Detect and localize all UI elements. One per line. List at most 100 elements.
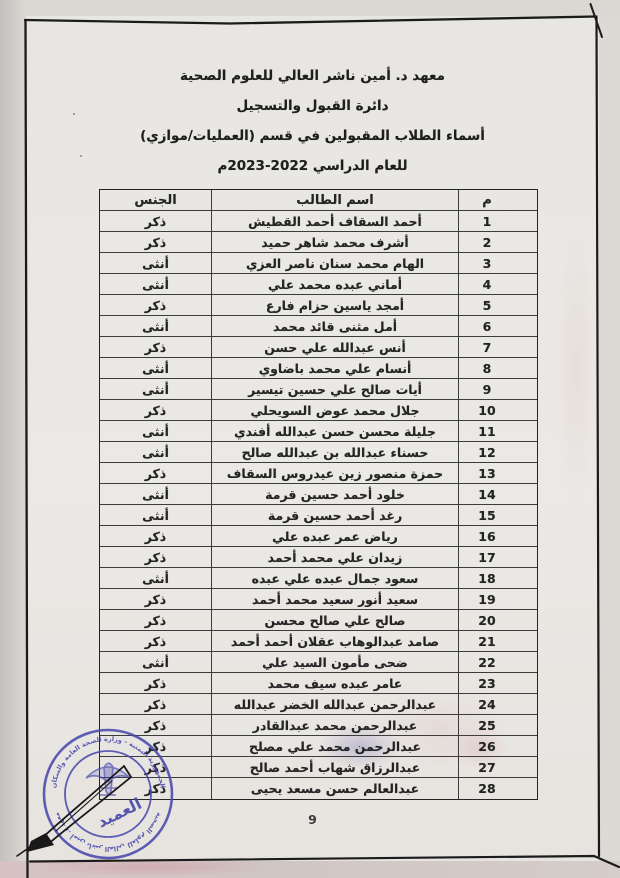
table-row: 5 أمجد ياسين حزام فارع ذكر bbox=[100, 295, 537, 316]
table-row: 13 حمزة منصور زين عيدروس السقاف ذكر bbox=[100, 463, 537, 484]
table-row: 27 عبدالرزاق شهاب أحمد صالح ذكر bbox=[100, 757, 537, 778]
student-name-cell: عبدالعالم حسن مسعد يحيى bbox=[211, 778, 458, 799]
student-name-cell: عامر عبده سيف محمد bbox=[211, 673, 458, 693]
table-row: 4 أماني عبده محمد علي أنثى bbox=[100, 274, 537, 295]
student-name-cell: رغد أحمد حسين قرمة bbox=[211, 505, 458, 525]
table-row: 25 عبدالرحمن محمد عبدالقادر ذكر bbox=[100, 715, 537, 736]
table-row: 6 أمل مثنى قائد محمد أنثى bbox=[100, 316, 537, 337]
academic-year: للعام الدراسي 2022‏-‏2023م bbox=[217, 158, 408, 174]
serial-cell: 14 bbox=[458, 484, 537, 504]
table-row: 14 خلود أحمد حسين قرمة أنثى bbox=[100, 484, 537, 505]
student-name-cell: جليلة محسن حسن عبدالله أفندي bbox=[211, 421, 458, 441]
department-title: دائرة القبول والتسجيل bbox=[236, 98, 389, 114]
scan-bed-top bbox=[26, 0, 620, 16]
table-row: 17 زيدان علي محمد أحمد ذكر bbox=[100, 547, 537, 568]
serial-cell: 8 bbox=[458, 358, 537, 378]
serial-cell: 6 bbox=[458, 316, 537, 336]
student-name-cell: أحمد السقاف أحمد القطيش bbox=[211, 211, 458, 231]
gender-cell: ذكر bbox=[144, 675, 167, 691]
serial-cell: 11 bbox=[458, 421, 537, 441]
student-name-cell: عبدالرحمن عبدالله الخضر عبدالله bbox=[211, 694, 458, 714]
serial-cell: 2 bbox=[458, 232, 537, 252]
gender-cell: ذكر bbox=[144, 549, 167, 565]
serial-cell: 22 bbox=[458, 652, 537, 672]
gender-cell: أنثى bbox=[142, 381, 169, 397]
student-name-cell: أمل مثنى قائد محمد bbox=[211, 316, 458, 336]
serial-cell: 19 bbox=[458, 589, 537, 609]
serial-cell: 5 bbox=[458, 295, 537, 315]
student-name-cell: صامد عبدالوهاب عقلان أحمد أحمد bbox=[211, 631, 458, 651]
eagle-emblem-icon bbox=[85, 762, 131, 796]
gender-cell: ذكر bbox=[144, 591, 167, 607]
student-name-cell: حسناء عبدالله بن عبدالله صالح bbox=[211, 442, 458, 462]
student-name-cell: رياض عمر عبده علي bbox=[211, 526, 458, 546]
table-header-row: م اسم الطالب الجنس bbox=[100, 190, 537, 211]
serial-cell: 28 bbox=[458, 778, 537, 799]
gender-cell: ذكر bbox=[144, 717, 167, 733]
dust-speck bbox=[73, 113, 75, 115]
student-name-cell: زيدان علي محمد أحمد bbox=[211, 547, 458, 567]
table-row: 16 رياض عمر عبده علي ذكر bbox=[100, 526, 537, 547]
gender-cell: ذكر bbox=[144, 633, 167, 649]
gender-cell: أنثى bbox=[142, 654, 169, 670]
gender-cell: أنثى bbox=[142, 360, 169, 376]
gender-cell: أنثى bbox=[142, 276, 169, 292]
gender-cell: ذكر bbox=[144, 696, 167, 712]
table-row: 19 سعيد أنور سعيد محمد أحمد ذكر bbox=[100, 589, 537, 610]
gender-cell: ذكر bbox=[144, 339, 167, 355]
table-row: 26 عبدالرحمن محمد علي مصلح ذكر bbox=[100, 736, 537, 757]
student-name-cell: أمجد ياسين حزام فارع bbox=[211, 295, 458, 315]
serial-cell: 18 bbox=[458, 568, 537, 588]
serial-cell: 9 bbox=[458, 379, 537, 399]
serial-cell: 13 bbox=[458, 463, 537, 483]
serial-cell: 24 bbox=[458, 694, 537, 714]
table-row: 21 صامد عبدالوهاب عقلان أحمد أحمد ذكر bbox=[100, 631, 537, 652]
serial-cell: 27 bbox=[458, 757, 537, 777]
student-name-cell: عبدالرزاق شهاب أحمد صالح bbox=[211, 757, 458, 777]
gender-cell: ذكر bbox=[144, 612, 167, 628]
gender-cell: ذكر bbox=[144, 759, 167, 775]
gender-cell: ذكر bbox=[144, 528, 167, 544]
table-row: 7 أنس عبدالله علي حسن ذكر bbox=[100, 337, 537, 358]
gender-cell: ذكر bbox=[144, 402, 167, 418]
gender-cell: أنثى bbox=[142, 423, 169, 439]
table-row: 8 أنسام علي محمد باضاوي أنثى bbox=[100, 358, 537, 379]
table-row: 2 أشرف محمد شاهر حميد ذكر bbox=[100, 232, 537, 253]
column-header-serial: م bbox=[458, 190, 537, 210]
gender-cell: أنثى bbox=[142, 255, 169, 271]
serial-cell: 10 bbox=[458, 400, 537, 420]
gender-cell: أنثى bbox=[142, 318, 169, 334]
scan-bed-left bbox=[0, 0, 26, 878]
column-header-gender: الجنس bbox=[134, 192, 177, 208]
table-row: 20 صالح علي صالح محسن ذكر bbox=[100, 610, 537, 631]
student-name-cell: صالح علي صالح محسن bbox=[211, 610, 458, 630]
institute-title: معهد د. أمين ناشر العالي للعلوم الصحية bbox=[179, 68, 445, 84]
table-row: 11 جليلة محسن حسن عبدالله أفندي أنثى bbox=[100, 421, 537, 442]
students-table: م اسم الطالب الجنس 1 أحمد السقاف أحمد الق… bbox=[99, 189, 538, 800]
table-row: 3 الهام محمد سنان ناصر العزي أنثى bbox=[100, 253, 537, 274]
student-name-cell: الهام محمد سنان ناصر العزي bbox=[211, 253, 458, 273]
serial-cell: 12 bbox=[458, 442, 537, 462]
serial-cell: 17 bbox=[458, 547, 537, 567]
student-name-cell: جلال محمد عوض السويحلي bbox=[211, 400, 458, 420]
student-name-cell: سعيد أنور سعيد محمد أحمد bbox=[211, 589, 458, 609]
student-name-cell: أشرف محمد شاهر حميد bbox=[211, 232, 458, 252]
table-row: 24 عبدالرحمن عبدالله الخضر عبدالله ذكر bbox=[100, 694, 537, 715]
student-name-cell: خلود أحمد حسين قرمة bbox=[211, 484, 458, 504]
gender-cell: ذكر bbox=[144, 465, 167, 481]
gender-cell: أنثى bbox=[142, 507, 169, 523]
table-row: 18 سعود جمال عبده علي عبده أنثى bbox=[100, 568, 537, 589]
gender-cell: ذكر bbox=[144, 213, 167, 229]
serial-cell: 25 bbox=[458, 715, 537, 735]
student-name-cell: ضحى مأمون السيد علي bbox=[211, 652, 458, 672]
serial-cell: 26 bbox=[458, 736, 537, 756]
student-name-cell: أيات صالح علي حسين تيسير bbox=[211, 379, 458, 399]
serial-cell: 21 bbox=[458, 631, 537, 651]
page-number: 9 bbox=[308, 812, 317, 827]
table-row: 23 عامر عبده سيف محمد ذكر bbox=[100, 673, 537, 694]
serial-cell: 7 bbox=[458, 337, 537, 357]
serial-cell: 4 bbox=[458, 274, 537, 294]
gender-cell: ذكر bbox=[144, 297, 167, 313]
student-name-cell: أنسام علي محمد باضاوي bbox=[211, 358, 458, 378]
dust-speck bbox=[80, 155, 82, 157]
